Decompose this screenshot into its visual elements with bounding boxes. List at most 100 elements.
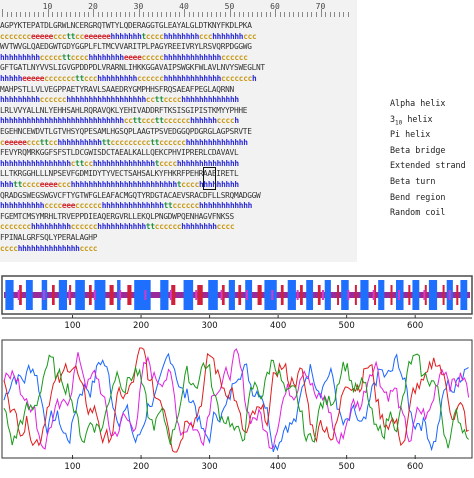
strand-mark xyxy=(354,285,357,305)
strand-mark xyxy=(238,285,242,305)
strand-mark xyxy=(300,285,303,305)
ruler-tick xyxy=(161,12,163,17)
ss-track-svg: 100 200 300 400 500 600 xyxy=(1,275,473,331)
ruler-tick xyxy=(15,12,17,17)
ruler-tick xyxy=(347,12,349,17)
sequence-panel: 10 20 30 40 50 60 70 AGPYKTEPATDLGRWLNCERGRQTW… xyxy=(0,0,357,262)
helix-mark xyxy=(412,280,420,310)
turn-mark xyxy=(271,290,274,300)
strand-mark xyxy=(88,285,92,305)
ruler-tick xyxy=(270,12,272,17)
ruler-tick xyxy=(279,12,281,17)
strand-mark xyxy=(197,285,203,305)
ruler-tick xyxy=(124,12,126,17)
score-axis-label: 400 xyxy=(270,462,286,472)
helix-mark xyxy=(306,280,314,310)
sequence-line: WVTWVGLQAEDGWTGDYGGPLFLTMCVVARITPLPAGYRE… xyxy=(0,42,252,52)
ss-axis-label: 500 xyxy=(339,321,355,331)
ruler-tick xyxy=(133,12,135,17)
turn-mark xyxy=(43,290,46,300)
structure-line: cccchhhhhhhhhhhhhhcccc xyxy=(0,243,98,253)
sequence-line: AGPYKTEPATDLGRWLNCERGRQTWTYLQDERAGGTGLEA… xyxy=(0,21,252,30)
selected-residue-box[interactable] xyxy=(203,167,216,190)
ruler-tick xyxy=(138,9,140,17)
helix-mark xyxy=(428,280,438,310)
ruler-tick xyxy=(261,12,263,17)
ruler-tick xyxy=(338,12,340,17)
ruler-tick xyxy=(315,12,317,17)
ruler-tick xyxy=(256,12,258,17)
legend-pi-helix: Pi helix xyxy=(390,129,431,140)
ruler-tick xyxy=(184,9,185,17)
turn-mark xyxy=(195,290,198,300)
ruler-tick xyxy=(343,12,345,17)
strand-mark xyxy=(442,285,445,305)
ruler-tick xyxy=(120,12,122,17)
ruler-tick xyxy=(74,12,76,17)
helix-mark xyxy=(228,280,235,310)
ruler-tick xyxy=(265,12,267,17)
ruler-tick xyxy=(24,12,26,17)
ruler-tick xyxy=(275,9,276,17)
helix-mark xyxy=(460,280,468,310)
ruler-tick xyxy=(293,12,295,17)
ruler-tick xyxy=(61,12,63,17)
score-axis-label: 300 xyxy=(201,462,217,472)
ruler-tick xyxy=(56,12,58,17)
ruler-tick xyxy=(47,9,49,17)
ruler-tick xyxy=(115,12,117,17)
score-plot-frame xyxy=(1,339,473,459)
ruler-tick xyxy=(247,12,249,17)
score-series-line xyxy=(3,347,469,453)
helix-mark xyxy=(208,280,218,310)
structure-line: ceeeeecccttcchhhhhhhhhhttcccccccccttcccc… xyxy=(0,137,248,147)
ruler-tick xyxy=(83,12,85,17)
strand-mark xyxy=(171,285,176,305)
turn-mark xyxy=(372,290,375,300)
ruler-tick xyxy=(288,12,290,17)
ruler-tick xyxy=(334,12,336,17)
structure-legend: Alpha helix 310 helix Pi helix Beta brid… xyxy=(390,96,474,221)
turn-mark xyxy=(321,290,324,300)
ruler-tick xyxy=(325,12,327,17)
turn-mark xyxy=(448,290,451,300)
sequence-line: FGEMTCMSYMRHLTRVEPPDIEAQERGVRLLEKQLPNGDW… xyxy=(0,211,234,221)
position-ruler: 10 20 30 40 50 60 70 xyxy=(0,0,357,18)
structure-line: ccccccchhhhhhhhhcccccchhhhhhhhhhhttccccc… xyxy=(0,222,235,232)
ruler-tick xyxy=(165,12,167,17)
ruler-tick xyxy=(11,12,13,17)
turn-mark xyxy=(245,290,248,300)
ruler-label: 60 xyxy=(270,2,280,11)
structure-line: hhhhhhhhhhhhhhhhcttcchhhhhhhhhhhhhhtcccc… xyxy=(0,158,239,168)
score-axis-label: 200 xyxy=(133,462,149,472)
ruler-tick xyxy=(188,12,190,17)
ruler-tick xyxy=(38,12,40,17)
ruler-tick xyxy=(156,12,158,17)
ruler-tick xyxy=(311,12,313,17)
helix-mark xyxy=(134,280,151,310)
ruler-tick xyxy=(193,12,195,17)
ss-axis-label: 400 xyxy=(270,321,286,331)
ruler-tick xyxy=(33,12,35,17)
ruler-tick xyxy=(79,12,81,17)
helix-mark xyxy=(183,280,194,310)
ruler-tick xyxy=(220,12,222,17)
score-plot-svg: 100 200 300 400 500 600 xyxy=(1,339,473,472)
helix-mark xyxy=(264,280,277,310)
sequence-line: LLTKRGGHLLLNPSEVFGDMIDYTYVECTSAHSALKYFHK… xyxy=(0,169,239,179)
strand-mark xyxy=(109,285,114,305)
score-axis-label: 600 xyxy=(407,462,423,472)
helix-mark xyxy=(5,280,14,310)
coil-line xyxy=(4,292,470,298)
structure-line: hhhhheeeeecccccccttccchhhhhhhhhcccccchhh… xyxy=(0,74,257,83)
legend-beta-turn: Beta turn xyxy=(390,175,436,186)
ruler-tick xyxy=(143,12,145,17)
ruler-label: 10 xyxy=(42,2,53,11)
ruler-tick xyxy=(97,12,99,17)
score-series-line xyxy=(3,352,469,453)
prediction-score-plot: 100 200 300 400 500 600 xyxy=(0,338,474,474)
legend-beta-bridge: Beta bridge xyxy=(390,144,446,155)
ruler-tick xyxy=(170,12,172,17)
ruler-tick xyxy=(147,12,149,17)
ruler-tick xyxy=(29,12,31,17)
